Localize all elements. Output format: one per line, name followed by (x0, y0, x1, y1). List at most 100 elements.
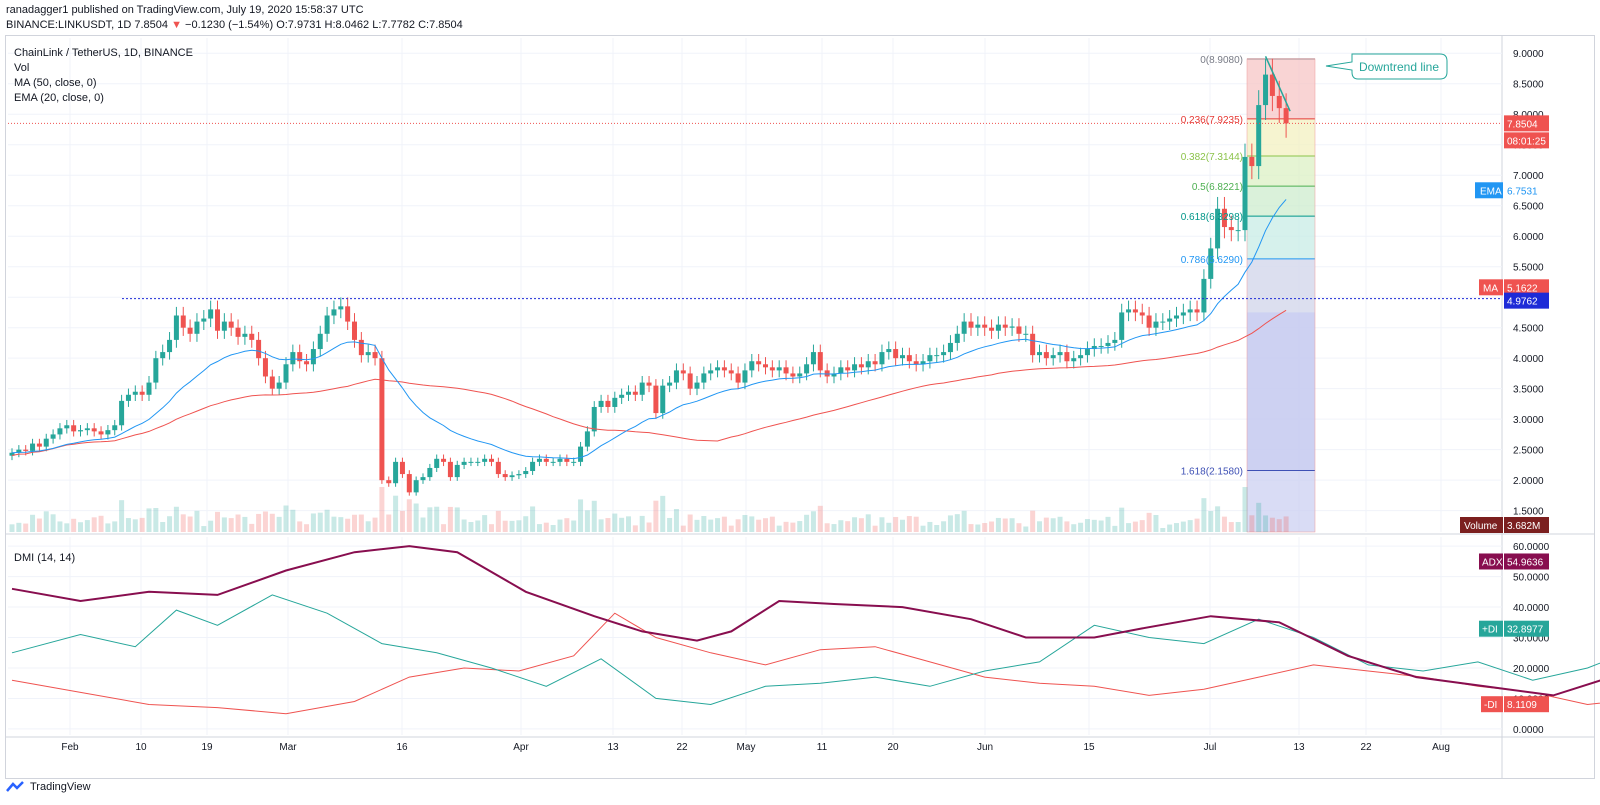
resistance-value-tag-text: 4.9762 (1507, 297, 1538, 308)
volume-bar (1187, 520, 1193, 532)
candle (838, 367, 844, 374)
candle (1269, 74, 1275, 96)
volume-bar (865, 514, 871, 532)
volume-bar (824, 523, 830, 532)
candle (393, 461, 399, 484)
volume-bar (571, 520, 577, 532)
volume-bar (831, 524, 837, 532)
volume-bar (1037, 521, 1042, 532)
dmi-name-tag-text: ADX (1482, 557, 1503, 568)
candle (550, 461, 556, 463)
volume-bar (954, 514, 960, 532)
candle (1043, 352, 1049, 359)
time-tick-label: 13 (607, 742, 619, 753)
candle (920, 361, 926, 365)
candle (776, 367, 782, 371)
candle (1105, 342, 1111, 346)
fib-level-label: 0.786(5.6290) (1181, 255, 1243, 266)
volume-bar (1283, 516, 1289, 532)
publish-info: ranadagger1 published on TradingView.com… (6, 4, 364, 16)
candle (598, 400, 604, 407)
candle (475, 461, 481, 463)
price-tick-label: 2.5000 (1513, 446, 1544, 457)
dmi-tick-label: 0.0000 (1513, 725, 1544, 736)
volume-bar (208, 520, 214, 532)
volume-bar (78, 522, 83, 532)
candle (1023, 333, 1029, 335)
volume-bar (543, 522, 549, 532)
volume-bar (667, 517, 673, 532)
volume-bar (1105, 516, 1111, 532)
volume-bar (1050, 518, 1056, 532)
volume-bar (119, 500, 125, 532)
time-tick-label: Apr (513, 742, 529, 753)
volume-bar (468, 522, 474, 532)
volume-bar (379, 487, 385, 532)
volume-bar (920, 525, 926, 532)
volume-bar (495, 510, 501, 532)
candle (180, 315, 186, 328)
countdown-tag-text: 08:01:25 (1507, 136, 1546, 147)
candle (358, 339, 364, 356)
dmi-name-tag (1479, 620, 1503, 637)
volume-bar (153, 508, 159, 532)
candle (1016, 326, 1022, 334)
volume-name-tag-text: Volume (1464, 521, 1498, 532)
volume-bar (317, 512, 323, 532)
price-tick-label: 5.5000 (1513, 263, 1544, 274)
candle (461, 461, 467, 465)
candle (495, 461, 501, 475)
ema-name-tag (1475, 182, 1503, 199)
candle (1091, 345, 1097, 350)
candle (721, 367, 727, 371)
volume-bar (947, 515, 953, 532)
symbol: BINANCE:LINKUSDT, 1D (6, 19, 132, 31)
time-tick-label: 20 (887, 742, 899, 753)
ma-50-line (11, 309, 1287, 456)
volume-bar (961, 510, 967, 532)
volume-bar (201, 526, 207, 532)
fib-level-label: 0.382(7.3144) (1181, 152, 1243, 163)
candle (317, 333, 323, 350)
candle (872, 361, 878, 365)
candle (982, 324, 988, 328)
volume-bar (1208, 511, 1214, 532)
volume-bar (167, 516, 173, 532)
fib-zone-band (1247, 258, 1315, 313)
candle (228, 321, 234, 328)
volume-bar (50, 514, 56, 532)
candle (763, 364, 768, 368)
volume-name-tag (1460, 517, 1503, 533)
countdown-tag (1504, 132, 1549, 149)
volume-bar (1201, 498, 1207, 532)
volume-bar (975, 524, 981, 532)
volume-bar (530, 506, 536, 532)
candle (379, 358, 385, 481)
volume-bar (1153, 515, 1159, 532)
candle (399, 461, 405, 475)
ma-name-tag-text: MA (1483, 283, 1498, 294)
candle (304, 361, 310, 365)
candle (886, 349, 892, 353)
volume-bar (605, 518, 611, 532)
volume-bar (564, 518, 570, 532)
volume-bar (536, 524, 542, 532)
candle (1146, 315, 1152, 328)
plus-di-line (11, 594, 1600, 706)
volume-bar (591, 500, 597, 532)
volume-bar (845, 521, 851, 532)
volume-bar (660, 495, 666, 532)
volume-bar (502, 520, 508, 532)
volume-bar (817, 505, 823, 532)
candle (756, 361, 762, 365)
price-tick-label: 9.0000 (1513, 49, 1544, 60)
candle (256, 339, 262, 359)
volume-bar (523, 516, 529, 532)
candle (23, 449, 29, 451)
volume-bar (1221, 516, 1227, 532)
candle (995, 324, 1001, 331)
volume-bar (810, 511, 816, 532)
volume-bar (1276, 519, 1282, 532)
price-tick-label: 8.5000 (1513, 80, 1544, 91)
